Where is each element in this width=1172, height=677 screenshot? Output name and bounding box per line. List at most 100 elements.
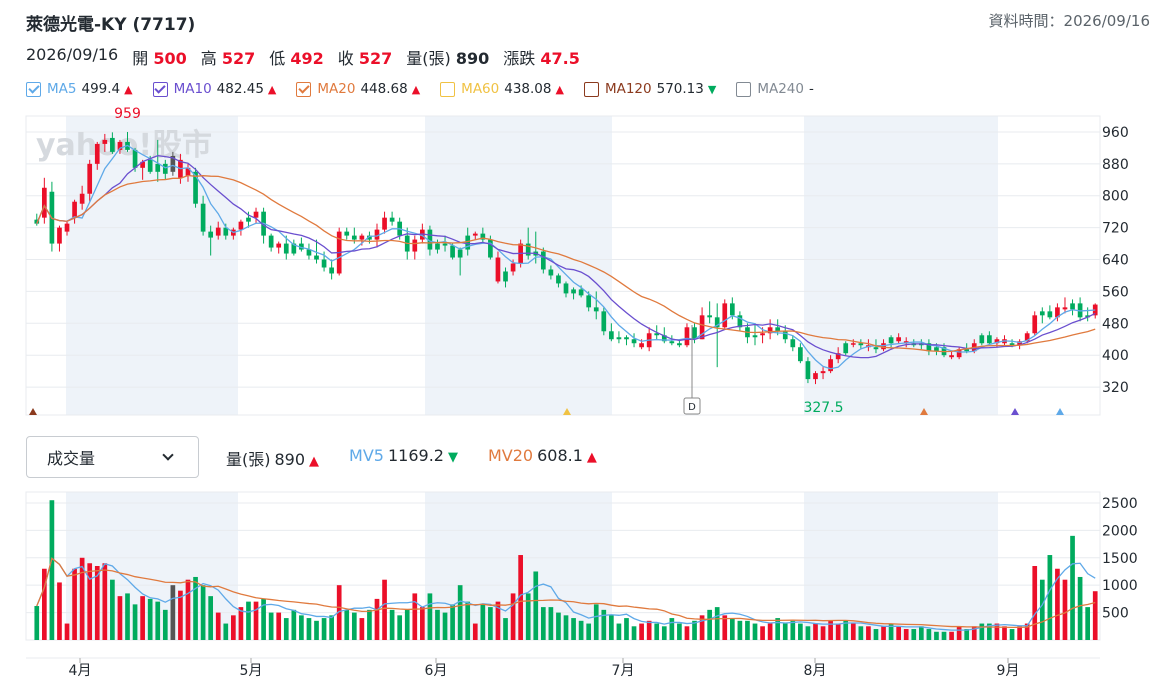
volume-bar xyxy=(518,555,523,640)
arrow-up-icon: ▲ xyxy=(267,82,277,96)
candle-body xyxy=(291,243,297,254)
ma-toggle-ma60[interactable]: MA60 438.08 ▲ xyxy=(440,81,564,97)
volume-bar xyxy=(684,626,690,640)
quote-close-value: 527 xyxy=(358,49,393,68)
ma-toggle-ma10[interactable]: MA10 482.45 ▲ xyxy=(152,81,277,97)
volume-bar xyxy=(1055,568,1060,640)
volume-bar xyxy=(616,623,622,640)
candle-body xyxy=(1092,304,1098,316)
volume-bar xyxy=(722,615,728,640)
candle-body xyxy=(480,233,486,240)
ma-value: 438.08 xyxy=(504,81,552,97)
candle-body xyxy=(858,343,864,346)
candle-body xyxy=(752,335,758,338)
candle-body xyxy=(737,315,743,328)
arrow-up-icon: ▲ xyxy=(309,454,320,469)
candle-body xyxy=(276,243,282,248)
checkbox-icon[interactable] xyxy=(583,81,599,97)
volume-bar xyxy=(798,623,803,640)
ma-toggle-ma240[interactable]: MA240- xyxy=(736,81,818,97)
candle-body xyxy=(435,243,440,250)
candle-body xyxy=(389,217,395,222)
month-label: 9月 xyxy=(997,663,1020,677)
candle-body xyxy=(707,315,712,318)
volume-legend-name: MV20 xyxy=(487,446,534,465)
candle-body xyxy=(722,303,728,328)
candle-body xyxy=(1070,303,1075,310)
candle-body xyxy=(147,159,153,172)
ma20-line xyxy=(36,174,1096,353)
volume-bar xyxy=(1047,555,1053,640)
volume-bar xyxy=(669,618,675,640)
candle-body xyxy=(850,343,856,345)
candle-body xyxy=(729,303,735,316)
candle-body xyxy=(193,171,198,204)
candle-body xyxy=(790,339,796,348)
chevron-down-icon xyxy=(162,448,174,461)
volume-bar xyxy=(488,607,493,640)
arrow-up-icon: ▲ xyxy=(124,82,133,96)
candle-body xyxy=(994,339,1000,344)
ma-toggle-ma20[interactable]: MA20 448.68 ▲ xyxy=(296,81,420,97)
checkbox-icon[interactable] xyxy=(26,81,41,97)
ma-toggle-ma5[interactable]: MA5 499.4 ▲ xyxy=(26,81,133,97)
volume-bar xyxy=(941,631,947,640)
candle-body xyxy=(367,235,372,240)
volume-axis-label: 1500 xyxy=(1102,551,1138,567)
volume-bar xyxy=(87,563,93,640)
candle-body xyxy=(1032,315,1038,334)
candle-body xyxy=(956,349,962,358)
volume-bar xyxy=(926,629,932,640)
candle-body xyxy=(805,361,811,380)
checkbox-icon[interactable] xyxy=(152,81,168,97)
candle-body xyxy=(563,283,569,294)
candle-body xyxy=(987,335,992,344)
quote-volume: 量(張) 890 xyxy=(406,45,489,69)
checkbox-icon[interactable] xyxy=(296,81,312,97)
candle-body xyxy=(1017,341,1022,346)
volume-bar xyxy=(404,609,410,640)
arrow-down-icon: ▼ xyxy=(447,450,458,465)
candle-body xyxy=(609,331,614,340)
arrow-down-icon: ▼ xyxy=(707,82,717,96)
volume-bar xyxy=(661,626,667,640)
volume-bar xyxy=(971,626,977,640)
candle-body xyxy=(246,217,251,222)
volume-bar xyxy=(1017,626,1022,640)
volume-bar xyxy=(412,593,418,640)
volume-legend-value: 608.1 xyxy=(537,446,583,465)
quote-open: 開 500 xyxy=(132,45,187,69)
ma-value: 448.68 xyxy=(360,81,408,97)
candle-body xyxy=(813,373,818,380)
high-annotation: 959 xyxy=(114,106,141,122)
candle-body xyxy=(117,141,123,150)
checkbox-icon[interactable] xyxy=(736,81,752,97)
volume-bar xyxy=(563,615,569,640)
volume-bar xyxy=(435,609,440,640)
volume-bar xyxy=(102,563,108,640)
volume-bar xyxy=(813,623,818,640)
volume-legend-name: 量(張) xyxy=(226,450,271,469)
checkbox-icon[interactable] xyxy=(440,81,456,97)
volume-bar xyxy=(246,601,251,640)
candle-body xyxy=(699,315,705,340)
volume-bar xyxy=(911,629,917,640)
volume-bar xyxy=(503,618,508,640)
candle-body xyxy=(601,311,607,332)
ma-value: 499.4 xyxy=(81,81,121,97)
ma-toggle-ma120[interactable]: MA120 570.13 ▼ xyxy=(583,81,717,97)
candle-body xyxy=(110,137,115,152)
volume-bar xyxy=(215,612,221,640)
candle-body xyxy=(888,337,894,344)
ma-value: - xyxy=(808,81,814,97)
candle-body xyxy=(782,331,788,340)
volume-axis-label: 1000 xyxy=(1102,578,1138,594)
candle-body xyxy=(374,229,380,240)
ma-legend: MA5 499.4 ▲ MA10 482.45 ▲ MA20 448.68 ▲ MA60 438.0… xyxy=(26,81,838,97)
volume-bar xyxy=(140,596,145,640)
volume-bar xyxy=(57,582,62,640)
indicator-dropdown[interactable]: 成交量 xyxy=(26,436,199,478)
candle-body xyxy=(760,333,765,336)
quote-high-label: 高 xyxy=(200,49,217,68)
